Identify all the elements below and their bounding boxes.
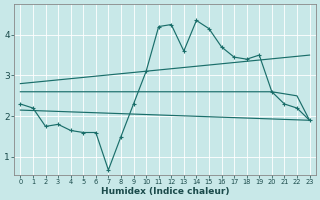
X-axis label: Humidex (Indice chaleur): Humidex (Indice chaleur) [101,187,229,196]
